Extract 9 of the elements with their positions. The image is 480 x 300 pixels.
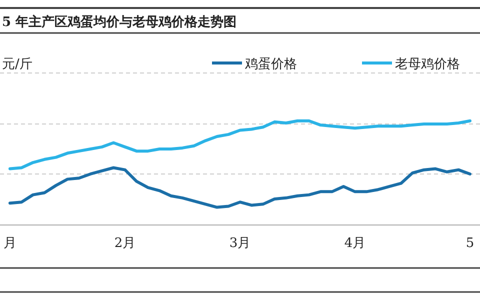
x-tick-label: 月	[4, 236, 16, 251]
y-axis-title: 元/斤	[2, 57, 32, 72]
x-tick-label: 2月	[114, 236, 136, 251]
x-tick-label: 4月	[344, 236, 366, 251]
legend-label: 鸡蛋价格	[244, 57, 297, 72]
chart-title: 5 年主产区鸡蛋均价与老母鸡价格走势图	[2, 14, 237, 30]
x-tick-label: 5	[466, 236, 474, 251]
legend-label: 老母鸡价格	[395, 57, 460, 72]
x-tick-label: 3月	[229, 236, 251, 251]
